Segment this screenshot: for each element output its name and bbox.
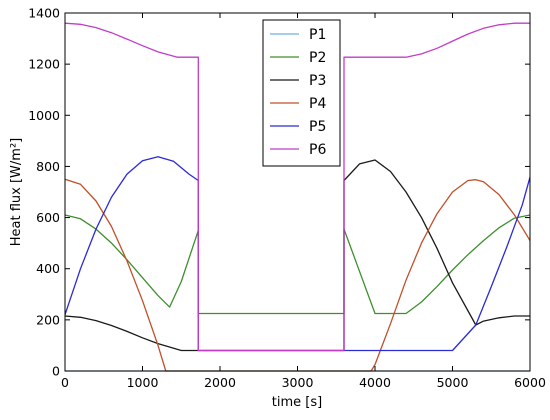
x-tick-label: 0 bbox=[61, 375, 69, 390]
y-tick-label: 1000 bbox=[28, 108, 60, 123]
x-tick-label: 6000 bbox=[514, 375, 546, 390]
y-tick-label: 1400 bbox=[28, 6, 60, 21]
legend-label-p6: P6 bbox=[309, 142, 326, 158]
series-line-p4 bbox=[64, 178, 531, 372]
legend-label-p4: P4 bbox=[309, 96, 326, 112]
y-tick-label: 0 bbox=[52, 364, 60, 379]
legend-label-p5: P5 bbox=[309, 119, 326, 135]
y-tick-label: 800 bbox=[36, 159, 60, 174]
legend-box bbox=[262, 19, 341, 167]
series-line-p2 bbox=[64, 214, 531, 315]
tick-layer: 0 1000 2000 3000 4000 5000 6000 0 200 400 600 800 10… bbox=[28, 6, 546, 391]
series-line-p3 bbox=[64, 159, 530, 352]
y-tick-label: 400 bbox=[36, 261, 60, 276]
legend-label-p3: P3 bbox=[309, 73, 326, 89]
y-axis-title: Heat flux [W/m²] bbox=[9, 138, 24, 246]
x-tick-label: 2000 bbox=[204, 375, 236, 390]
legend: P1 P2 P3 P4 P5 P6 bbox=[262, 19, 341, 167]
legend-label-p1: P1 bbox=[309, 27, 326, 43]
series-line-p6 bbox=[64, 22, 530, 352]
x-tick-label: 1000 bbox=[127, 375, 159, 390]
y-tick-label: 600 bbox=[36, 210, 60, 225]
y-tick-label: 200 bbox=[36, 312, 60, 327]
plot-frame bbox=[64, 12, 531, 372]
x-tick-label: 3000 bbox=[282, 375, 314, 390]
legend-label-p2: P2 bbox=[309, 50, 326, 66]
y-tick-label: 1200 bbox=[28, 57, 60, 72]
x-axis-title: time [s] bbox=[272, 395, 322, 410]
series-layer bbox=[64, 22, 531, 372]
x-tick-label: 5000 bbox=[437, 375, 469, 390]
x-tick-label: 4000 bbox=[359, 375, 391, 390]
